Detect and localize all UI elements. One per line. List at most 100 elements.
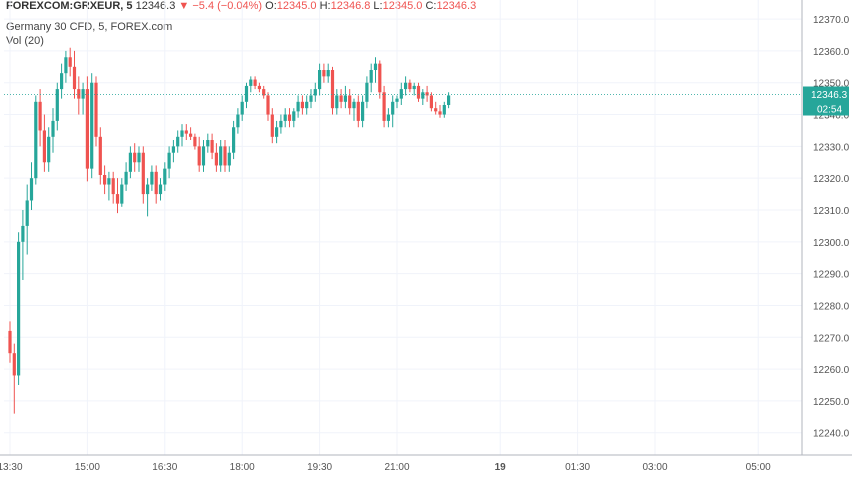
candles xyxy=(8,47,451,414)
candle-down xyxy=(214,152,218,166)
candle-up xyxy=(219,146,223,166)
candle-up xyxy=(81,89,85,99)
candle-up xyxy=(171,146,175,153)
candle-down xyxy=(300,101,304,109)
candle-down xyxy=(111,178,115,195)
candle-down xyxy=(257,85,261,90)
candle-down xyxy=(8,330,12,354)
candle-up xyxy=(279,120,283,128)
x-tick-label: 16:30 xyxy=(152,462,177,473)
candle-up xyxy=(442,105,446,115)
candle-down xyxy=(193,136,197,147)
candle-down xyxy=(322,70,326,77)
y-tick-label: 12300.0 xyxy=(813,238,850,249)
candle-up xyxy=(343,95,347,102)
volume-indicator-label[interactable]: Vol (20) xyxy=(6,35,44,47)
y-tick-label: 12330.0 xyxy=(813,142,850,153)
symbol-label[interactable]: FOREXCOM:GRXEUR, 5 xyxy=(6,0,133,12)
candle-up xyxy=(313,89,317,96)
candle-up xyxy=(399,89,403,99)
countdown-badge-value: 02:54 xyxy=(817,105,842,116)
candle-down xyxy=(77,89,81,99)
candle-up xyxy=(365,82,369,102)
x-tick-label: 18:00 xyxy=(230,462,255,473)
candle-up xyxy=(206,140,210,147)
y-tick-label: 12340.0 xyxy=(813,111,850,122)
candle-up xyxy=(34,101,38,179)
candle-up xyxy=(386,114,390,121)
candle-up xyxy=(55,89,59,121)
candle-down xyxy=(266,95,270,115)
last-price: 12346.3 xyxy=(135,0,176,12)
candle-down xyxy=(253,79,257,86)
candle-down xyxy=(42,130,46,163)
x-tick-label: 01:30 xyxy=(565,462,590,473)
open-value: 12345.0 xyxy=(276,0,317,12)
candle-up xyxy=(128,152,132,172)
y-tick-label: 12280.0 xyxy=(813,301,850,312)
candle-down xyxy=(154,171,158,195)
y-tick-label: 12290.0 xyxy=(813,270,850,281)
candle-up xyxy=(232,127,236,153)
candle-up xyxy=(404,82,408,90)
x-tick-label: 13:30 xyxy=(0,462,23,473)
candle-down xyxy=(378,63,382,93)
y-tick-label: 12370.0 xyxy=(813,15,850,26)
candle-up xyxy=(275,127,279,137)
candle-down xyxy=(184,130,188,134)
candle-up xyxy=(60,73,64,90)
candle-up xyxy=(352,101,356,109)
candle-up xyxy=(176,136,180,147)
candle-up xyxy=(240,101,244,115)
candle-up xyxy=(335,95,339,109)
x-tick-label: 21:00 xyxy=(384,462,409,473)
candle-down xyxy=(85,89,89,169)
candle-up xyxy=(180,130,184,137)
candle-up xyxy=(163,168,167,185)
chart-header: FOREXCOM:GRXEUR, 5 12346.3 ▼ −5.4 (−0.04… xyxy=(6,0,476,12)
countdown-badge-bg xyxy=(803,101,849,116)
candle-down xyxy=(339,95,343,102)
candle-up xyxy=(395,98,399,102)
candle-up xyxy=(90,82,94,169)
y-tick-label: 12310.0 xyxy=(813,206,850,217)
y-tick-label: 12320.0 xyxy=(813,174,850,185)
candle-down xyxy=(197,146,201,166)
candle-up xyxy=(227,152,231,166)
candle-up xyxy=(391,101,395,115)
candle-up xyxy=(120,184,124,204)
candle-up xyxy=(369,70,373,83)
candle-down xyxy=(38,101,42,131)
y-tick-label: 12240.0 xyxy=(813,429,850,440)
candle-up xyxy=(146,184,150,195)
candle-up xyxy=(47,136,51,163)
candle-down xyxy=(287,114,292,121)
close-value: 12346.3 xyxy=(436,0,477,12)
grid xyxy=(4,0,802,455)
x-tick-label: 05:00 xyxy=(746,462,771,473)
high-label: H: xyxy=(319,0,331,12)
candle-down xyxy=(438,111,442,115)
candle-down xyxy=(356,101,360,121)
high-value: 12346.8 xyxy=(330,0,371,12)
candle-up xyxy=(305,101,309,109)
candle-down xyxy=(94,82,98,137)
candle-up xyxy=(296,101,300,112)
candle-up xyxy=(421,92,425,99)
candle-down xyxy=(434,108,438,112)
low-label: L: xyxy=(373,0,383,12)
candle-up xyxy=(107,178,111,185)
candle-down xyxy=(416,85,421,99)
candle-up xyxy=(158,184,163,195)
candle-up xyxy=(309,95,313,102)
x-tick-label: 15:00 xyxy=(75,462,100,473)
candle-down xyxy=(330,70,335,109)
candle-down xyxy=(133,152,137,163)
candle-up xyxy=(29,178,34,201)
price-badge-bg xyxy=(803,86,849,102)
candle-down xyxy=(98,136,102,175)
candle-up xyxy=(236,114,240,128)
candle-down xyxy=(408,82,412,90)
x-tick-label: 19 xyxy=(495,462,507,473)
